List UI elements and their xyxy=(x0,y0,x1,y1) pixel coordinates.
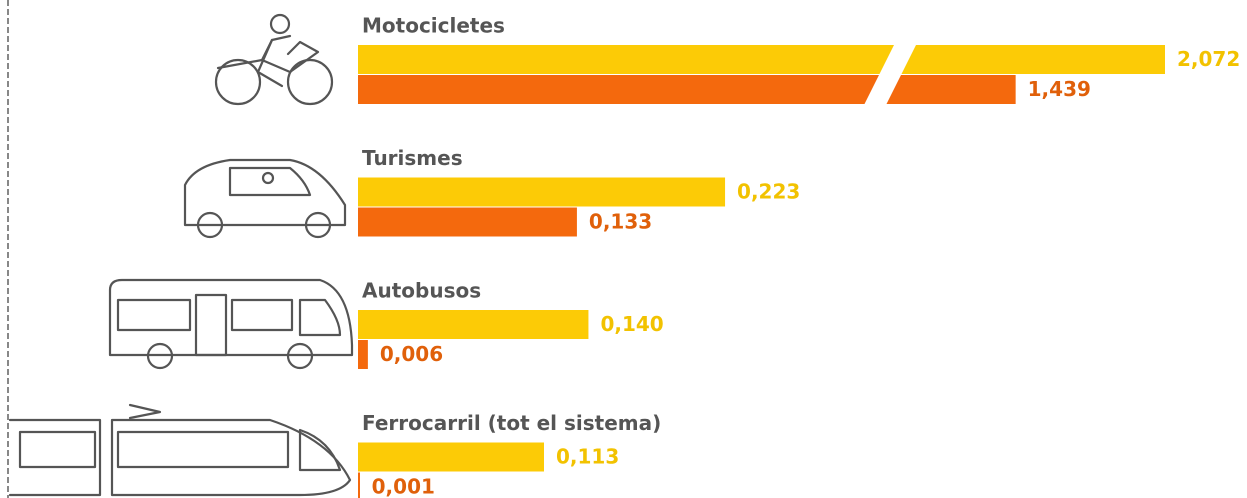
train-icon xyxy=(10,405,350,495)
bar xyxy=(358,310,588,339)
car-icon xyxy=(185,160,345,237)
category-label: Autobusos xyxy=(362,279,481,303)
bus-icon xyxy=(110,280,352,368)
value-label: 0,113 xyxy=(556,445,619,469)
bar xyxy=(358,340,368,369)
bar xyxy=(358,75,1016,104)
value-label: 1,439 xyxy=(1028,77,1091,101)
bar xyxy=(358,473,360,498)
motorcycle-icon xyxy=(216,15,332,104)
category-label: Motocicletes xyxy=(362,14,505,38)
bar xyxy=(358,443,544,472)
category-label: Turismes xyxy=(362,146,463,170)
value-label: 0,223 xyxy=(737,180,800,204)
value-label: 0,133 xyxy=(589,210,652,234)
bar xyxy=(358,45,1165,74)
value-label: 0,006 xyxy=(380,342,443,366)
value-label: 0,001 xyxy=(372,475,435,498)
value-label: 2,072 xyxy=(1177,47,1240,71)
value-label: 0,140 xyxy=(600,312,663,336)
category-label: Ferrocarril (tot el sistema) xyxy=(362,411,661,435)
bar xyxy=(358,178,725,207)
chart: Motocicletes 2,072 1,439 Turismes 0,223 0,133… xyxy=(0,0,1247,498)
bar xyxy=(358,208,577,237)
